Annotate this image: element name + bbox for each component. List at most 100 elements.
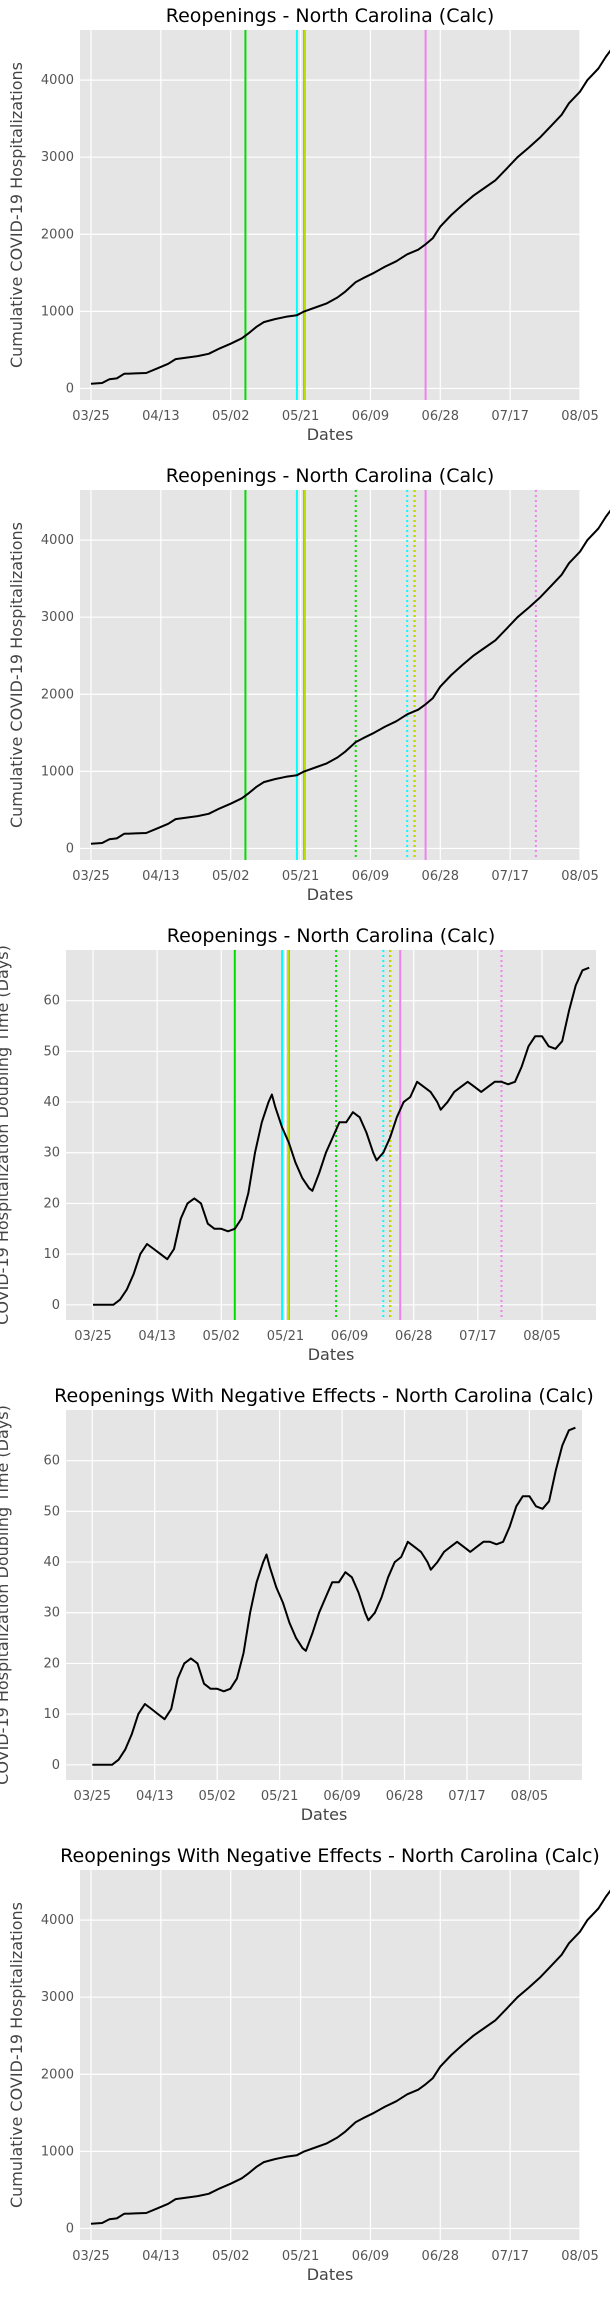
y-tick-label: 10 — [43, 1707, 60, 1722]
x-tick-label: 06/28 — [422, 869, 459, 884]
x-axis-label: Dates — [307, 2265, 354, 2284]
x-tick-label: 05/21 — [282, 2249, 319, 2264]
x-tick-label: 06/28 — [386, 1789, 423, 1804]
x-tick-label: 07/17 — [459, 1329, 496, 1344]
y-axis-label: COVID-19 Hospitalization Doubling Time (… — [0, 945, 12, 1325]
x-tick-label: 08/05 — [523, 1329, 560, 1344]
y-tick-label: 40 — [43, 1095, 60, 1110]
x-tick-label: 03/25 — [74, 1789, 111, 1804]
x-tick-label: 06/28 — [422, 2249, 459, 2264]
y-axis-label: Cumulative COVID-19 Hospitalizations — [7, 62, 26, 368]
y-axis-label: COVID-19 Hospitalization Doubling Time (… — [0, 1405, 12, 1785]
y-axis-label: Cumulative COVID-19 Hospitalizations — [7, 522, 26, 828]
x-tick-label: 06/09 — [352, 2249, 389, 2264]
x-tick-label: 06/28 — [422, 409, 459, 424]
x-tick-label: 05/02 — [212, 409, 249, 424]
y-tick-label: 30 — [43, 1146, 60, 1161]
x-axis-label: Dates — [308, 1345, 355, 1364]
x-tick-label: 06/09 — [352, 869, 389, 884]
plot-area — [80, 1870, 580, 2240]
y-tick-label: 1000 — [41, 2144, 74, 2159]
y-tick-label: 2000 — [41, 227, 74, 242]
y-tick-label: 0 — [66, 2221, 74, 2236]
y-tick-label: 50 — [43, 1044, 60, 1059]
x-tick-label: 05/21 — [282, 409, 319, 424]
chart-panel-4: 03/25 04/13 05/02 05/21 06/09 06/28 07/17 08/05… — [0, 1380, 610, 1840]
y-tick-label: 3000 — [41, 150, 74, 165]
y-tick-label: 3000 — [41, 1990, 74, 2005]
chart-panel-1: 03/25 04/13 05/02 05/21 06/09 06/28 07/17 08/05… — [0, 0, 610, 460]
x-tick-label: 04/13 — [136, 1789, 173, 1804]
y-tick-label: 60 — [43, 994, 60, 1009]
y-tick-label: 0 — [66, 841, 74, 856]
plot-area — [66, 950, 596, 1320]
y-axis-label: Cumulative COVID-19 Hospitalizations — [7, 1902, 26, 2208]
x-tick-label: 06/09 — [331, 1329, 368, 1344]
chart-title: Reopenings With Negative Effects - North… — [54, 1385, 594, 1407]
x-tick-label: 03/25 — [72, 2249, 109, 2264]
chart-title: Reopenings - North Carolina (Calc) — [167, 925, 496, 947]
y-tick-label: 40 — [43, 1555, 60, 1570]
x-tick-label: 04/13 — [142, 409, 179, 424]
x-tick-label: 07/17 — [491, 869, 528, 884]
series-line — [90, 1889, 610, 2225]
x-tick-label: 06/09 — [352, 409, 389, 424]
y-tick-label: 0 — [66, 381, 74, 396]
plot-area — [80, 30, 580, 400]
y-tick-label: 20 — [43, 1656, 60, 1671]
chart-panel-5: 03/25 04/13 05/02 05/21 06/09 06/28 07/17 08/05… — [0, 1840, 610, 2300]
chart-svg: 03/25 04/13 05/02 05/21 06/09 06/28 07/17 08/05… — [7, 1845, 610, 2284]
chart-svg: 03/25 04/13 05/02 05/21 06/09 06/28 07/17 08/05… — [7, 465, 610, 904]
x-tick-label: 06/09 — [323, 1789, 360, 1804]
x-tick-label: 03/25 — [74, 1329, 111, 1344]
chart-panel-3: 03/25 04/13 05/02 05/21 06/09 06/28 07/17 08/05… — [0, 920, 610, 1380]
x-tick-label: 05/02 — [203, 1329, 240, 1344]
y-tick-label: 2000 — [41, 687, 74, 702]
chart-svg: 03/25 04/13 05/02 05/21 06/09 06/28 07/17 08/05… — [0, 1385, 594, 1824]
series-line — [92, 1426, 576, 1766]
y-tick-label: 1000 — [41, 304, 74, 319]
x-tick-label: 04/13 — [142, 869, 179, 884]
x-tick-label: 05/21 — [282, 869, 319, 884]
chart-svg: 03/25 04/13 05/02 05/21 06/09 06/28 07/17 08/05… — [0, 925, 596, 1364]
y-tick-label: 20 — [43, 1196, 60, 1211]
x-tick-label: 06/28 — [395, 1329, 432, 1344]
x-tick-label: 08/05 — [511, 1789, 548, 1804]
x-tick-label: 05/21 — [267, 1329, 304, 1344]
x-tick-label: 04/13 — [138, 1329, 175, 1344]
chart-title: Reopenings - North Carolina (Calc) — [166, 465, 495, 487]
y-tick-label: 4000 — [41, 1913, 74, 1928]
chart-svg: 03/25 04/13 05/02 05/21 06/09 06/28 07/17 08/05… — [7, 5, 610, 444]
x-tick-label: 05/21 — [261, 1789, 298, 1804]
plot-area — [66, 1410, 582, 1780]
x-axis-label: Dates — [307, 885, 354, 904]
x-tick-label: 05/02 — [212, 2249, 249, 2264]
x-tick-label: 03/25 — [72, 869, 109, 884]
y-tick-label: 0 — [52, 1758, 60, 1773]
chart-title: Reopenings - North Carolina (Calc) — [166, 5, 495, 27]
x-tick-label: 08/05 — [561, 2249, 598, 2264]
y-tick-label: 4000 — [41, 73, 74, 88]
series-line — [93, 966, 590, 1306]
x-tick-label: 08/05 — [561, 409, 598, 424]
y-tick-label: 2000 — [41, 2067, 74, 2082]
x-axis-label: Dates — [301, 1805, 348, 1824]
x-tick-label: 04/13 — [142, 2249, 179, 2264]
x-axis-label: Dates — [307, 425, 354, 444]
y-tick-label: 4000 — [41, 533, 74, 548]
plot-area — [80, 490, 580, 860]
y-tick-label: 60 — [43, 1454, 60, 1469]
y-tick-label: 50 — [43, 1504, 60, 1519]
x-tick-label: 05/02 — [212, 869, 249, 884]
y-tick-label: 30 — [43, 1606, 60, 1621]
chart-panel-2: 03/25 04/13 05/02 05/21 06/09 06/28 07/17 08/05… — [0, 460, 610, 920]
chart-title: Reopenings With Negative Effects - North… — [60, 1845, 600, 1867]
x-tick-label: 07/17 — [491, 2249, 528, 2264]
x-tick-label: 08/05 — [561, 869, 598, 884]
x-tick-label: 03/25 — [72, 409, 109, 424]
y-tick-label: 0 — [52, 1298, 60, 1313]
series-line — [90, 49, 610, 385]
y-tick-label: 1000 — [41, 764, 74, 779]
x-tick-label: 05/02 — [198, 1789, 235, 1804]
series-line — [90, 509, 610, 845]
